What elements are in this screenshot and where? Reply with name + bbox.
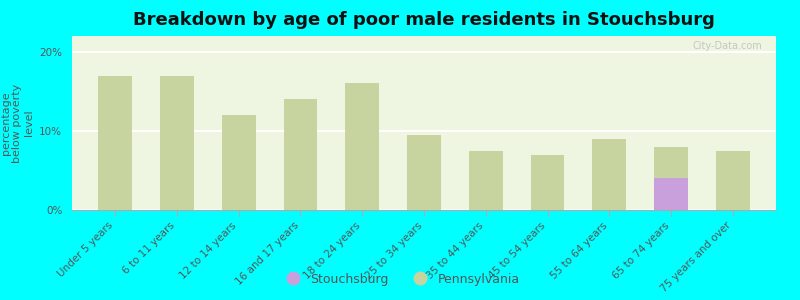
Bar: [98, 76, 132, 210]
Bar: [283, 99, 318, 210]
Text: City-Data.com: City-Data.com: [692, 41, 762, 51]
Bar: [654, 178, 688, 210]
Title: Breakdown by age of poor male residents in Stouchsburg: Breakdown by age of poor male residents …: [133, 11, 715, 29]
Legend: Stouchsburg, Pennsylvania: Stouchsburg, Pennsylvania: [275, 268, 525, 291]
Bar: [346, 83, 379, 210]
Y-axis label: percentage
below poverty
level: percentage below poverty level: [1, 83, 34, 163]
Bar: [407, 135, 441, 210]
Bar: [469, 151, 502, 210]
Bar: [222, 115, 256, 210]
Bar: [716, 151, 750, 210]
Bar: [654, 147, 688, 210]
Bar: [530, 154, 565, 210]
Bar: [160, 76, 194, 210]
Bar: [592, 139, 626, 210]
